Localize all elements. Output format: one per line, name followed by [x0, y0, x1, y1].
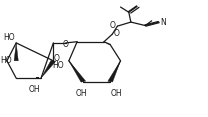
Text: OH: OH	[29, 85, 41, 94]
Text: O: O	[109, 21, 115, 30]
Polygon shape	[108, 44, 110, 45]
Text: O: O	[63, 40, 69, 49]
Text: O: O	[113, 29, 119, 38]
Text: OH: OH	[111, 89, 122, 98]
Polygon shape	[14, 43, 18, 61]
Polygon shape	[69, 61, 86, 82]
Polygon shape	[36, 77, 39, 79]
Text: HO: HO	[52, 61, 64, 70]
Text: O: O	[53, 54, 59, 63]
Polygon shape	[106, 43, 108, 44]
Text: HO: HO	[3, 33, 14, 42]
Polygon shape	[26, 78, 29, 79]
Polygon shape	[41, 60, 56, 78]
Text: OH: OH	[76, 89, 87, 98]
Polygon shape	[31, 78, 34, 79]
Polygon shape	[107, 43, 109, 44]
Text: HO: HO	[1, 56, 12, 65]
Polygon shape	[105, 42, 106, 43]
Polygon shape	[108, 61, 120, 82]
Text: N: N	[160, 18, 166, 27]
